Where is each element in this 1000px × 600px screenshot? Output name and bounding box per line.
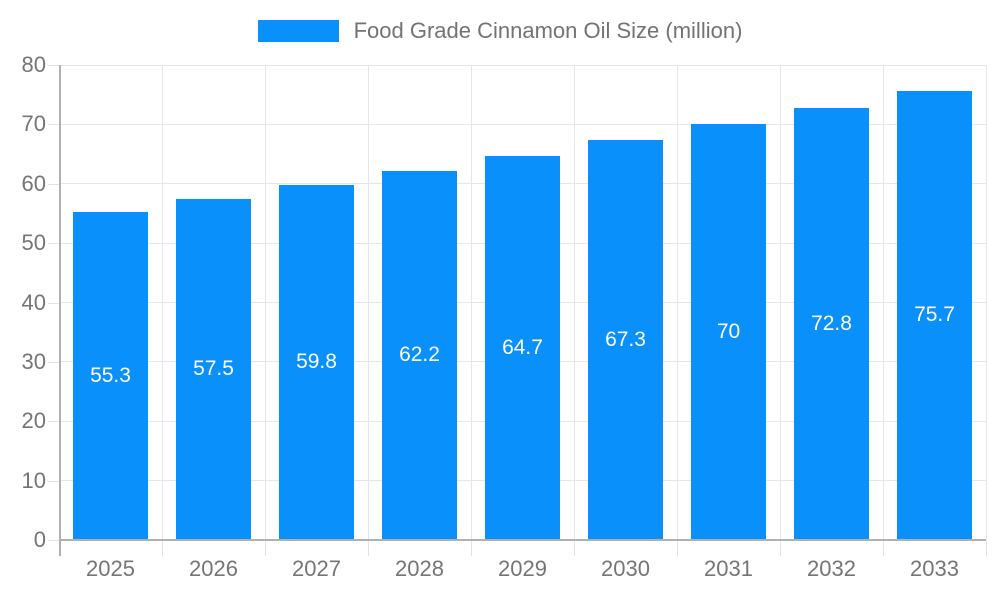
y-axis-tick-label: 60 xyxy=(21,170,46,196)
x-axis-tick-label: 2025 xyxy=(86,556,135,581)
y-tick-mark xyxy=(48,540,59,541)
x-tick-mark xyxy=(264,541,266,556)
y-axis-tick-label: 0 xyxy=(33,527,46,552)
x-gridline xyxy=(882,65,884,540)
x-gridline xyxy=(985,65,987,540)
bar xyxy=(691,124,766,540)
bar-value-label: 62.2 xyxy=(399,343,440,367)
bar xyxy=(794,107,869,540)
x-gridline xyxy=(264,65,266,540)
x-axis-tick-label: 2030 xyxy=(601,556,650,581)
x-axis-line xyxy=(59,539,986,541)
y-axis-tick-label: 50 xyxy=(21,230,46,256)
bar xyxy=(897,90,972,540)
y-axis-tick-label: 20 xyxy=(21,408,46,434)
plot-area: 55.3 57.5 59.8 62.2 64.7 67.3 70 72.8 75.7 xyxy=(59,64,987,556)
x-tick-mark xyxy=(985,541,987,556)
bar-value-label: 55.3 xyxy=(90,363,131,387)
x-gridline xyxy=(367,65,369,540)
x-axis-tick-label: 2031 xyxy=(704,556,753,581)
bar xyxy=(588,140,663,540)
bar-value-label: 75.7 xyxy=(914,303,955,327)
y-tick-mark xyxy=(48,361,59,363)
x-axis-tick-label: 2027 xyxy=(292,556,341,581)
bar xyxy=(176,198,251,540)
x-tick-mark xyxy=(470,541,472,556)
y-tick-mark xyxy=(48,183,59,185)
y-tick-mark xyxy=(48,65,59,66)
x-tick-mark xyxy=(779,541,781,556)
x-tick-mark xyxy=(367,541,369,556)
y-axis-tick-label: 70 xyxy=(21,111,46,137)
x-axis-tick-label: 2032 xyxy=(807,556,856,581)
x-axis-tick-label: 2033 xyxy=(910,556,959,581)
x-gridline xyxy=(470,65,472,540)
bar xyxy=(73,211,148,540)
x-gridline xyxy=(573,65,575,540)
y-tick-mark xyxy=(48,302,59,304)
bar xyxy=(279,184,354,540)
y-gridline xyxy=(59,64,986,66)
bar xyxy=(485,155,560,540)
y-tick-mark xyxy=(48,421,59,423)
x-gridline xyxy=(676,65,678,540)
bar-value-label: 72.8 xyxy=(811,311,852,335)
legend-label: Food Grade Cinnamon Oil Size (million) xyxy=(353,18,743,43)
x-axis-tick-label: 2029 xyxy=(498,556,547,581)
x-gridline xyxy=(779,65,781,540)
x-tick-mark xyxy=(882,541,884,556)
bar-value-label: 67.3 xyxy=(605,328,646,352)
y-axis-tick-label: 10 xyxy=(21,467,46,493)
bar-value-label: 64.7 xyxy=(502,335,543,359)
bar-value-label: 57.5 xyxy=(193,357,234,381)
x-axis-tick-label: 2028 xyxy=(395,556,444,581)
bar xyxy=(382,170,457,540)
y-axis-tick-label: 80 xyxy=(21,52,46,77)
y-tick-mark xyxy=(48,124,59,126)
bar-value-label: 59.8 xyxy=(296,350,337,374)
x-gridline xyxy=(161,65,163,540)
y-axis-tick-label: 30 xyxy=(21,348,46,374)
bar-value-label: 70 xyxy=(716,320,741,344)
x-axis-tick-label: 2026 xyxy=(189,556,238,581)
y-axis-line xyxy=(59,65,61,556)
y-tick-mark xyxy=(48,243,59,245)
x-tick-mark xyxy=(161,541,163,556)
legend-swatch xyxy=(257,20,339,42)
y-gridline xyxy=(59,123,986,125)
legend: Food Grade Cinnamon Oil Size (million) xyxy=(0,18,1000,44)
y-tick-mark xyxy=(48,480,59,482)
x-tick-mark xyxy=(676,541,678,556)
y-axis-tick-label: 40 xyxy=(21,289,46,315)
x-tick-mark xyxy=(573,541,575,556)
